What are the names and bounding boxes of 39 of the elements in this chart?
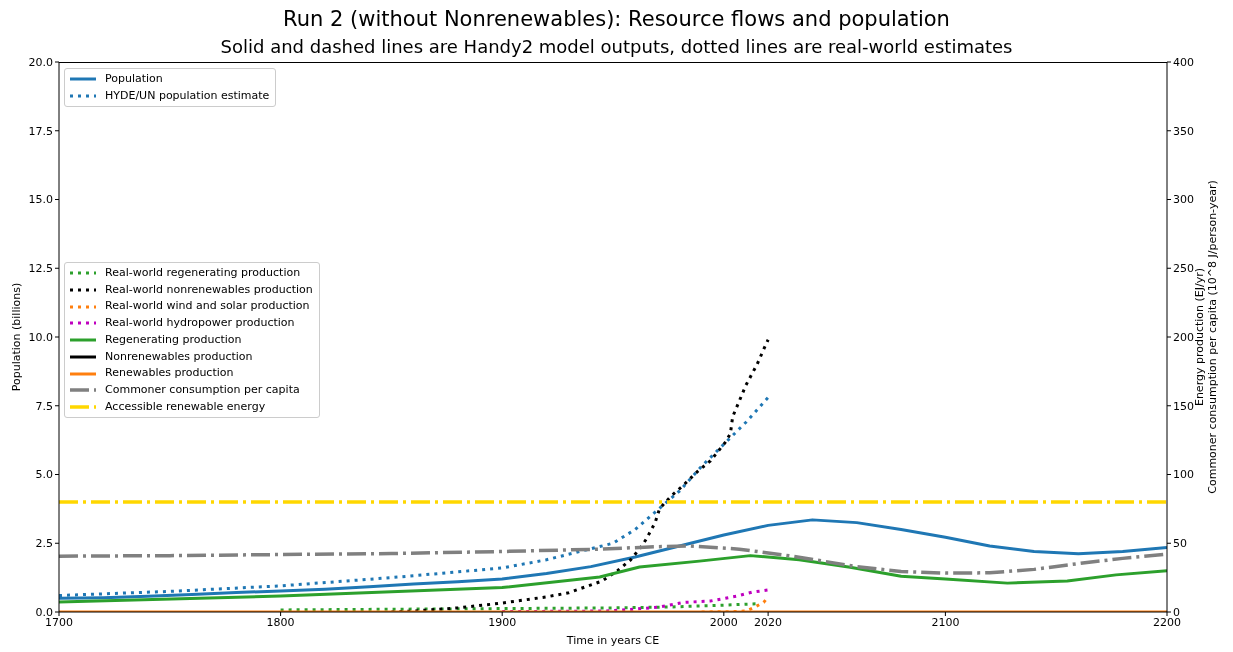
chart-subtitle: Solid and dashed lines are Handy2 model outputs, dotted lines are real-world estimates xyxy=(220,36,1013,57)
legend-label: Real-world hydropower production xyxy=(105,315,295,332)
y2-tick-label: 400 xyxy=(1173,55,1194,69)
y-tick-label: 7.5 xyxy=(35,399,53,413)
x-tick-label: 2020 xyxy=(754,615,783,629)
x-tick-label: 1800 xyxy=(266,615,295,629)
x-tick-label: 2100 xyxy=(931,615,960,629)
y-tick-label: 20.0 xyxy=(28,55,53,69)
y2-tick-label: 100 xyxy=(1173,468,1194,482)
y2-tick-label: 200 xyxy=(1173,330,1194,344)
legend-label: HYDE/UN population estimate xyxy=(105,87,270,104)
y2-tick-label: 300 xyxy=(1173,193,1194,207)
y2-tick-label: 150 xyxy=(1173,399,1194,413)
y-tick-label: 10.0 xyxy=(28,330,53,344)
line-series xyxy=(279,602,759,612)
legend-label: Regenerating production xyxy=(105,331,242,348)
y-tick-label: 5.0 xyxy=(35,468,53,482)
legend-label: Renewables production xyxy=(105,365,234,382)
y-tick-label: 17.5 xyxy=(28,124,53,138)
y-tick-label: 15.0 xyxy=(28,193,53,207)
y2-tick-label: 50 xyxy=(1173,537,1187,551)
x-tick-label: 1900 xyxy=(488,615,517,629)
legend-label: Nonrenewables production xyxy=(105,348,253,365)
y2-tick-label: 350 xyxy=(1173,124,1194,138)
y-axis-title: Population (billions) xyxy=(10,282,23,392)
legend-label: Real-world wind and solar production xyxy=(105,298,310,315)
x-tick-label: 2000 xyxy=(709,615,738,629)
legend-label: Population xyxy=(105,71,163,87)
legend-label: Real-world regenerating production xyxy=(105,265,301,281)
legend-label: Commoner consumption per capita xyxy=(105,381,300,398)
legend-label: Accessible renewable energy xyxy=(105,398,266,415)
legend-label: Real-world nonrenewables production xyxy=(105,281,313,298)
chart-title: Run 2 (without Nonrenewables): Resource flows and population xyxy=(282,7,951,31)
y-tick-label: 12.5 xyxy=(28,262,53,276)
y2-tick-label: 250 xyxy=(1173,262,1194,276)
x-axis-title: Time in years CE xyxy=(565,634,660,647)
line-series xyxy=(59,554,1167,604)
y-tick-label: 2.5 xyxy=(35,537,53,551)
line-series xyxy=(500,588,770,612)
